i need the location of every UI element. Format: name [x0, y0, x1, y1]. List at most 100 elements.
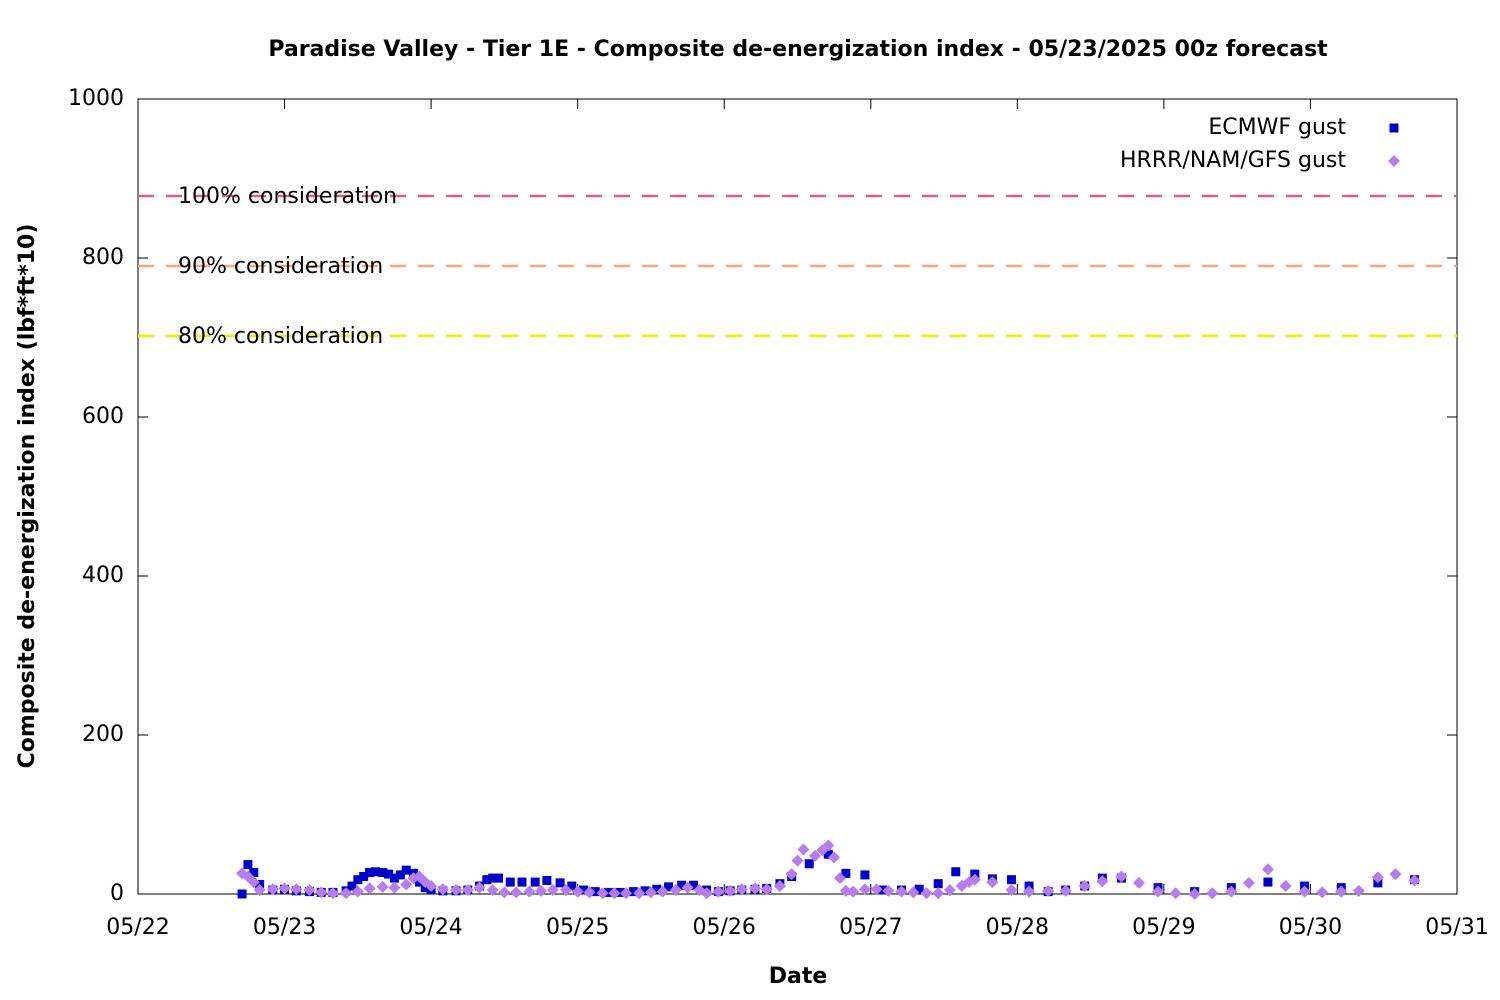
data-point	[1169, 887, 1182, 900]
data-point	[1242, 876, 1255, 889]
data-point	[1225, 885, 1238, 898]
y-tick-label: 0	[110, 881, 124, 906]
data-point	[353, 875, 363, 885]
data-point	[669, 884, 682, 897]
data-point	[370, 867, 380, 877]
data-point	[914, 884, 924, 894]
data-point	[760, 883, 773, 896]
data-point	[401, 865, 411, 875]
data-point	[968, 873, 981, 886]
data-point	[590, 887, 600, 897]
data-point	[473, 881, 486, 894]
data-point	[895, 885, 908, 898]
data-point	[1132, 876, 1145, 889]
x-tick-label: 05/28	[986, 915, 1049, 940]
data-point	[1115, 870, 1128, 883]
data-point	[712, 885, 725, 898]
y-tick-label: 800	[82, 245, 124, 270]
data-point	[841, 868, 851, 878]
data-point	[567, 881, 577, 891]
data-point	[932, 887, 945, 900]
x-tick-label: 05/26	[693, 915, 756, 940]
data-point	[378, 868, 388, 878]
data-point	[571, 885, 584, 898]
x-tick-label: 05/22	[106, 915, 169, 940]
data-point	[278, 882, 291, 895]
data-point	[1389, 868, 1402, 881]
data-point	[688, 880, 698, 890]
data-point	[1316, 886, 1329, 899]
data-point	[828, 851, 841, 864]
data-point	[628, 887, 638, 897]
y-tick-label: 600	[82, 404, 124, 429]
data-point	[1335, 885, 1348, 898]
data-point	[823, 849, 833, 859]
chart-title: Paradise Valley - Tier 1E - Composite de…	[268, 37, 1328, 62]
data-point	[436, 883, 449, 896]
data-point	[365, 868, 375, 878]
data-point	[388, 881, 401, 894]
data-point	[839, 884, 852, 897]
data-point	[450, 884, 463, 897]
x-tick-label: 05/29	[1132, 915, 1195, 940]
data-point	[882, 884, 895, 897]
data-point	[615, 887, 625, 897]
data-point	[347, 881, 357, 891]
data-point	[1261, 863, 1274, 876]
data-point	[530, 877, 540, 887]
data-point	[943, 884, 956, 897]
data-point	[1042, 884, 1055, 897]
data-point	[303, 884, 316, 897]
data-point	[681, 881, 694, 894]
data-point	[834, 872, 847, 885]
data-point	[644, 886, 657, 899]
data-point	[791, 854, 804, 867]
data-point	[822, 839, 835, 852]
data-point	[809, 849, 822, 862]
data-point	[546, 884, 559, 897]
x-tick-label: 05/23	[253, 915, 316, 940]
data-point	[870, 883, 883, 896]
data-point	[860, 870, 870, 880]
data-point	[243, 860, 253, 870]
y-tick-label: 200	[82, 722, 124, 747]
threshold-label: 80% consideration	[178, 324, 383, 349]
data-point	[253, 884, 266, 897]
data-point	[1059, 884, 1072, 897]
data-point	[555, 878, 565, 888]
data-point	[907, 886, 920, 899]
x-tick-label: 05/31	[1425, 915, 1488, 940]
data-point	[1263, 877, 1273, 887]
data-point	[951, 867, 961, 877]
data-point	[494, 873, 504, 883]
x-tick-label: 05/30	[1279, 915, 1342, 940]
data-point	[505, 877, 515, 887]
data-point	[461, 884, 474, 897]
data-point	[656, 885, 669, 898]
data-point	[664, 882, 674, 892]
data-point	[359, 872, 369, 882]
data-point	[351, 885, 364, 898]
data-point	[559, 884, 572, 897]
data-point	[1152, 885, 1165, 898]
data-point	[535, 884, 548, 897]
data-point	[326, 887, 339, 900]
data-point	[266, 883, 279, 896]
threshold-label: 100% consideration	[178, 184, 397, 209]
data-point	[517, 877, 527, 887]
data-point	[620, 887, 633, 900]
data-point	[797, 843, 810, 856]
data-point	[542, 875, 552, 885]
data-point	[933, 879, 943, 889]
legend-marker	[1388, 155, 1400, 167]
data-point	[1188, 888, 1201, 900]
data-point	[579, 885, 589, 895]
legend-label: ECMWF gust	[1208, 115, 1346, 140]
data-point	[603, 887, 613, 897]
x-tick-label: 05/24	[399, 915, 462, 940]
data-point	[652, 884, 662, 894]
data-point	[1298, 885, 1311, 898]
data-point	[510, 886, 523, 899]
data-point	[482, 875, 492, 885]
data-point	[488, 873, 498, 883]
